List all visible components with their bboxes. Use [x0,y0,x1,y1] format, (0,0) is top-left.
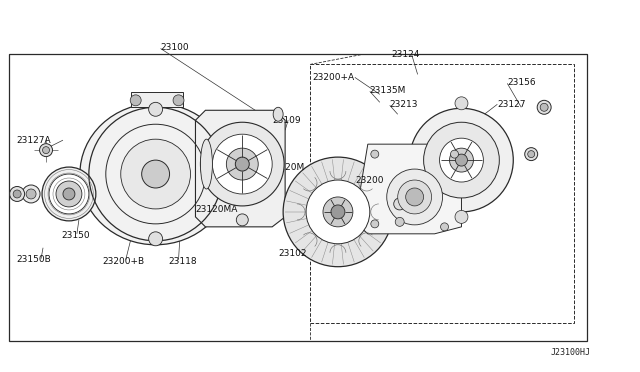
Circle shape [148,102,163,116]
Circle shape [26,189,36,199]
Text: 23150: 23150 [61,231,90,240]
Circle shape [449,148,474,172]
Circle shape [236,157,249,171]
Text: 23200+A: 23200+A [312,73,354,82]
Circle shape [371,150,379,158]
Circle shape [406,188,424,206]
Circle shape [236,214,248,226]
Circle shape [141,160,170,188]
Circle shape [49,174,89,214]
Text: 23120MA: 23120MA [195,205,238,214]
Circle shape [40,144,52,157]
Circle shape [387,169,442,225]
Ellipse shape [273,107,283,121]
Circle shape [455,211,468,223]
Circle shape [540,103,548,111]
Text: 23156: 23156 [508,78,536,87]
Circle shape [396,217,404,226]
Circle shape [451,150,458,158]
Text: 23124: 23124 [392,50,420,59]
Polygon shape [355,144,461,234]
Bar [310,64,574,324]
Circle shape [537,100,551,114]
Ellipse shape [80,103,231,245]
Polygon shape [218,144,238,164]
Ellipse shape [200,139,212,189]
Circle shape [200,122,284,206]
Circle shape [525,148,538,161]
Circle shape [121,139,191,209]
Polygon shape [131,92,182,107]
Text: 23100: 23100 [161,43,189,52]
Circle shape [440,223,449,231]
Circle shape [10,186,24,202]
Bar [9,54,587,341]
Circle shape [130,95,141,106]
Text: 23127: 23127 [497,100,526,109]
Polygon shape [195,110,285,227]
Text: 23200: 23200 [355,176,383,185]
Circle shape [306,180,370,244]
Text: 23102: 23102 [278,249,307,258]
Circle shape [528,151,534,158]
Text: 23200+B: 23200+B [103,257,145,266]
Circle shape [227,148,258,180]
Circle shape [13,190,21,198]
Circle shape [410,108,513,212]
Circle shape [394,198,406,210]
Circle shape [42,147,49,154]
Circle shape [283,157,393,267]
Circle shape [456,154,467,166]
Text: 23109: 23109 [272,116,301,125]
Text: 23120M: 23120M [268,163,305,171]
Circle shape [212,134,272,194]
Text: 23150B: 23150B [16,255,51,264]
Circle shape [148,232,163,246]
Circle shape [63,188,75,200]
Text: J23100HJ: J23100HJ [551,348,591,357]
Circle shape [424,122,499,198]
Circle shape [440,138,483,182]
Text: 23135M: 23135M [370,86,406,95]
Circle shape [331,205,345,219]
Circle shape [371,220,379,228]
Circle shape [284,158,392,266]
Circle shape [455,97,468,110]
Circle shape [56,181,82,207]
Circle shape [397,180,431,214]
Circle shape [173,95,184,106]
Circle shape [42,167,96,221]
Text: 23118: 23118 [168,257,197,266]
Circle shape [22,185,40,203]
Circle shape [323,197,353,227]
Text: 23213: 23213 [390,100,418,109]
Text: 23127A: 23127A [16,136,51,145]
